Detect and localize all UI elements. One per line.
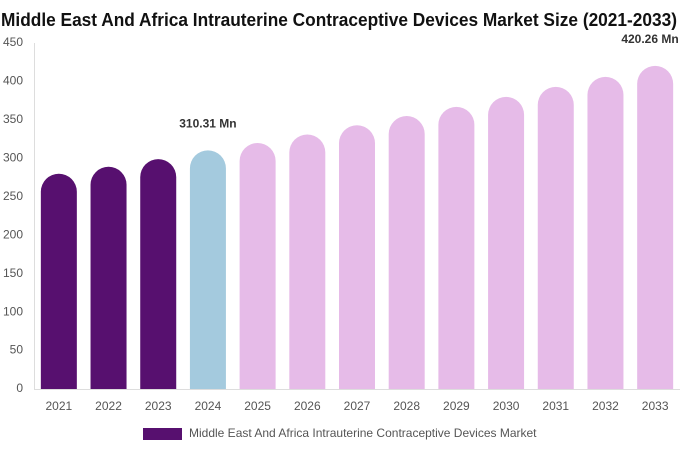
y-tick-label: 300 bbox=[3, 151, 23, 165]
bar bbox=[587, 76, 624, 389]
x-tick-label: 2028 bbox=[393, 399, 420, 413]
x-tick-label: 2027 bbox=[344, 399, 371, 413]
x-tick-label: 2030 bbox=[493, 399, 520, 413]
bar bbox=[289, 134, 326, 389]
y-tick-label: 250 bbox=[3, 189, 23, 203]
bar bbox=[140, 159, 177, 389]
x-tick-label: 2031 bbox=[542, 399, 569, 413]
bar bbox=[90, 166, 127, 389]
x-tick-label: 2026 bbox=[294, 399, 321, 413]
bar bbox=[388, 116, 425, 390]
bar bbox=[537, 86, 574, 390]
y-tick-label: 150 bbox=[3, 266, 23, 280]
x-tick-label: 2022 bbox=[95, 399, 122, 413]
value-label: 310.31 Mn bbox=[179, 117, 236, 131]
bar bbox=[189, 150, 226, 389]
x-tick-label: 2021 bbox=[45, 399, 72, 413]
x-tick-label: 2033 bbox=[642, 399, 669, 413]
bar bbox=[438, 106, 475, 389]
value-label: 420.26 Mn bbox=[621, 32, 678, 46]
y-tick-label: 400 bbox=[3, 74, 23, 88]
x-tick-label: 2023 bbox=[145, 399, 172, 413]
y-tick-label: 100 bbox=[3, 304, 23, 318]
bar bbox=[488, 96, 525, 389]
legend-swatch bbox=[143, 428, 182, 440]
x-tick-label: 2032 bbox=[592, 399, 619, 413]
bar bbox=[637, 65, 674, 389]
bar bbox=[239, 142, 276, 389]
x-tick-label: 2029 bbox=[443, 399, 470, 413]
y-tick-label: 50 bbox=[10, 343, 24, 357]
y-tick-label: 350 bbox=[3, 112, 23, 126]
legend-label: Middle East And Africa Intrauterine Cont… bbox=[189, 426, 537, 440]
x-tick-label: 2025 bbox=[244, 399, 271, 413]
x-tick-label: 2024 bbox=[195, 399, 222, 413]
chart-title: Middle East And Africa Intrauterine Cont… bbox=[1, 10, 677, 30]
y-tick-label: 200 bbox=[3, 227, 23, 241]
bar bbox=[339, 125, 375, 389]
y-tick-label: 0 bbox=[16, 381, 23, 395]
y-tick-label: 450 bbox=[3, 35, 23, 49]
bar bbox=[40, 173, 77, 389]
